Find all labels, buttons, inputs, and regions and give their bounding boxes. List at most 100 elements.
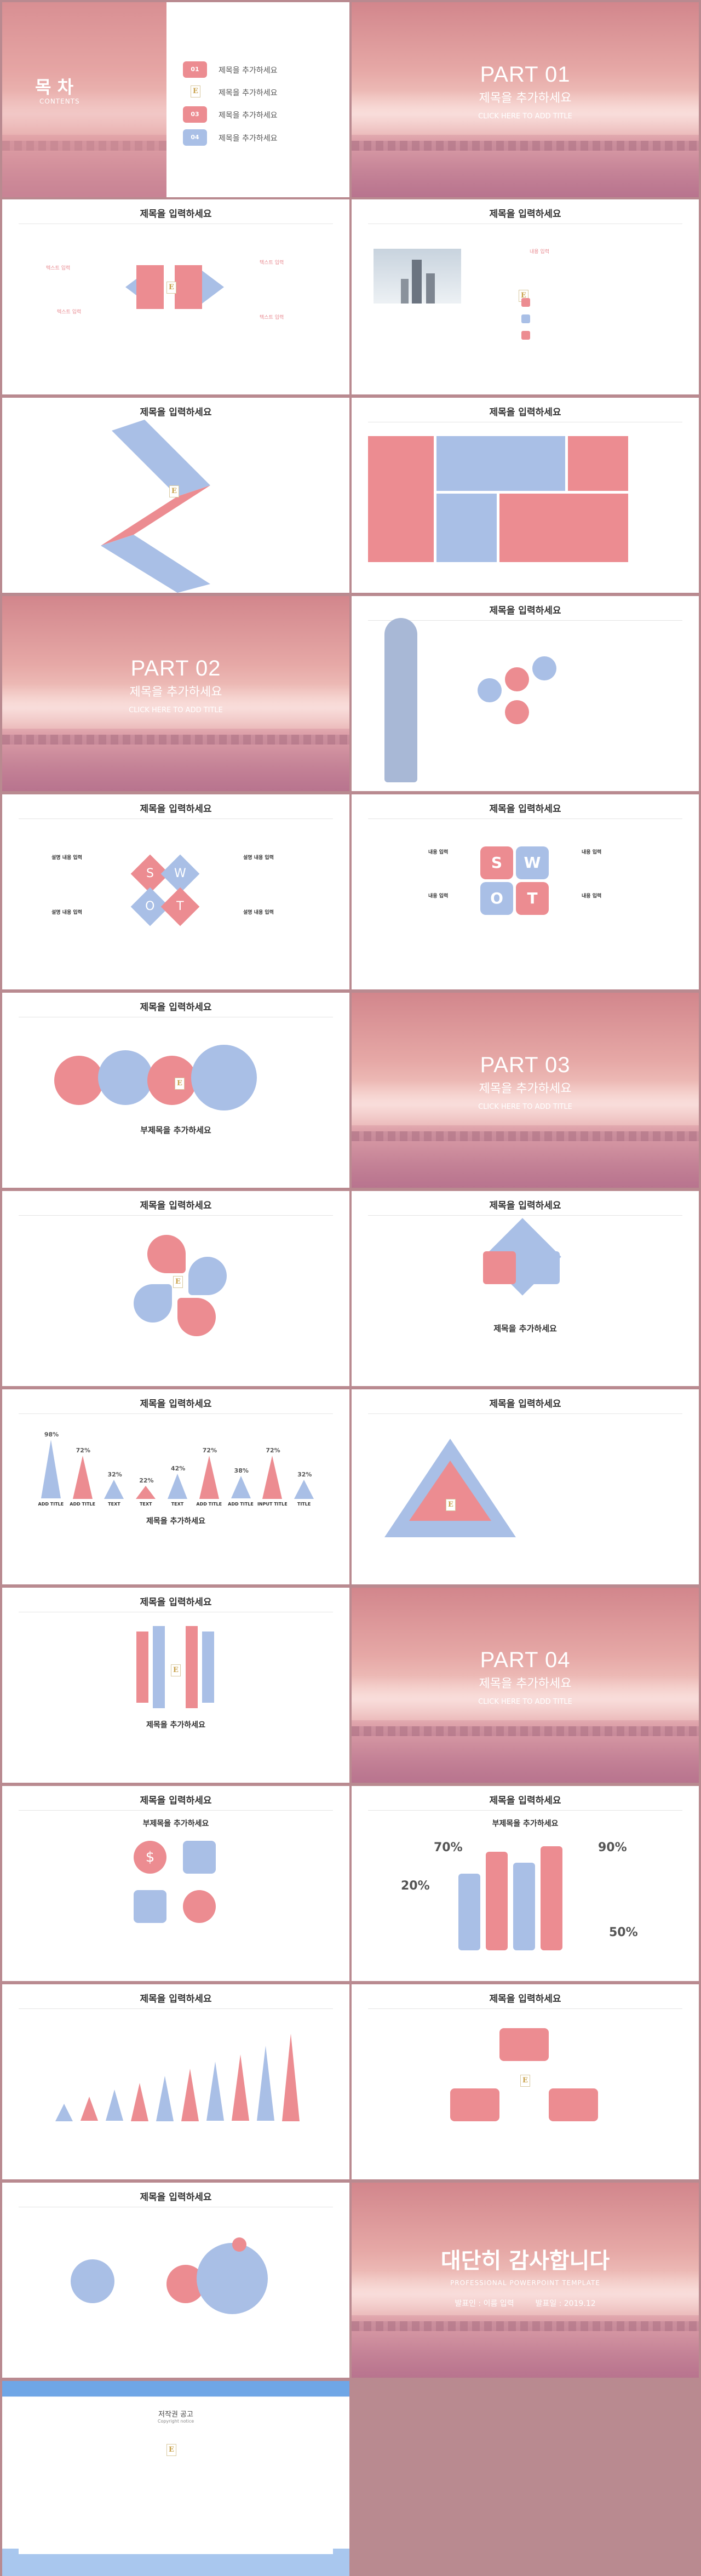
arrow-right (202, 271, 224, 304)
toc-subtitle: CONTENTS (39, 98, 80, 105)
slide-title: 제목을 입력하세요 (140, 1200, 212, 1211)
marker (521, 314, 530, 323)
slide-part-4: PART 04 제목을 추가하세요 CLICK HERE TO ADD TITL… (352, 1588, 699, 1783)
tile (527, 1251, 560, 1284)
logo-icon: E (169, 485, 179, 497)
cycle-box (499, 2028, 549, 2061)
slide-title: 제목을 입력하세요 (489, 1795, 561, 1806)
building (412, 260, 422, 309)
slide-triangle-chart: 제목을 입력하세요 (2, 1984, 349, 2179)
toc-title: 목 차 (35, 77, 74, 98)
part-block: PART 03 제목을 추가하세요 CLICK HERE TO ADD TITL… (352, 1053, 699, 1111)
spike-pct: 42% (171, 1464, 186, 1472)
triangle-bar (156, 2075, 174, 2121)
toc-label-2[interactable]: 제목을 추가하세요 (219, 89, 278, 98)
toc-left-panel (2, 2, 166, 197)
city-photo (374, 249, 461, 331)
label: 내용 입력 (582, 894, 602, 899)
slide-title: 제목을 입력하세요 (489, 407, 561, 418)
spike (136, 1485, 156, 1499)
spike-pct: 72% (76, 1446, 90, 1454)
slide-bubbles: 제목을 입력하세요 (2, 2183, 349, 2378)
part-sub: CLICK HERE TO ADD TITLE (478, 1103, 572, 1111)
slide-columns: 제목을 입력하세요 E 제목을 추가하세요 (2, 1588, 349, 1783)
hexagon (505, 667, 529, 691)
arrow-center-left (136, 265, 164, 309)
divider (368, 620, 682, 621)
marker (521, 331, 530, 340)
slide-social: 제목을 입력하세요 (352, 398, 699, 593)
divider (19, 818, 333, 819)
part-title: 제목을 추가하세요 (479, 1082, 572, 1096)
hexagon (532, 656, 556, 680)
divider (19, 1413, 333, 1414)
divider (368, 2008, 682, 2009)
slide-title: 제목을 입력하세요 (140, 1795, 212, 1806)
part-sub: CLICK HERE TO ADD TITLE (478, 112, 572, 121)
social-box (568, 436, 628, 491)
hexagon (478, 678, 502, 702)
spike-pct: 72% (266, 1446, 280, 1454)
spike-pct: 72% (202, 1446, 217, 1454)
toc-num-4[interactable]: 04 (183, 129, 207, 146)
logo-icon: E (175, 1078, 185, 1090)
toc-label-1[interactable]: 제목을 추가하세요 (219, 66, 278, 75)
sub-title: 부제목을 추가하세요 (140, 1125, 211, 1135)
bar (513, 1863, 535, 1950)
spike-label: TEXT (139, 1502, 152, 1507)
spike-label: ADD TITLE (196, 1502, 222, 1507)
document-icon (183, 1841, 216, 1874)
label: 내용 입력 (428, 894, 449, 899)
copyright-sub: Copyright notice (157, 2419, 194, 2424)
toc-num-3[interactable]: 03 (183, 106, 207, 123)
spike (262, 1455, 283, 1499)
toc-num-1[interactable]: 01 (183, 61, 207, 78)
slide-title: 제목을 입력하세요 (140, 804, 212, 815)
slide-title: 제목을 입력하세요 (489, 209, 561, 220)
slide-diamond: 제목을 입력하세요 제목을 추가하세요 (352, 1191, 699, 1386)
slide-cycle: 제목을 입력하세요 E (352, 1984, 699, 2179)
copyright-title: 저작권 공고 (158, 2411, 193, 2419)
circle (98, 1050, 153, 1105)
slide-title: 제목을 입력하세요 (489, 804, 561, 815)
label-text: 텍스트 입력 (260, 315, 284, 320)
slide-title: 제목을 입력하세요 (140, 1597, 212, 1608)
copyright-panel: 저작권 공고 Copyright notice E (19, 2397, 333, 2554)
circle (191, 1045, 257, 1110)
spike-pct: 98% (44, 1431, 59, 1439)
divider (368, 1413, 682, 1414)
slide-title: 제목을 입력하세요 (489, 1994, 561, 2005)
field (352, 135, 699, 197)
slide-part-3: PART 03 제목을 추가하세요 CLICK HERE TO ADD TITL… (352, 993, 699, 1188)
social-box (499, 494, 628, 562)
spike-label: ADD TITLE (70, 1502, 95, 1507)
petal-03 (177, 1298, 216, 1336)
column (202, 1632, 214, 1703)
part-sub: CLICK HERE TO ADD TITLE (478, 1698, 572, 1706)
slide-petals: 제목을 입력하세요 E (2, 1191, 349, 1386)
divider (368, 1810, 682, 1811)
thanks-date: 발표일 : 2019.12 (535, 2299, 596, 2308)
part-title: 제목을 추가하세요 (479, 1677, 572, 1691)
label: 설명 내용 입력 (51, 910, 82, 915)
toc-label-4[interactable]: 제목을 추가하세요 (219, 134, 278, 143)
divider (368, 818, 682, 819)
part-title: 제목을 추가하세요 (129, 685, 222, 699)
sub-title: 제목을 추가하세요 (146, 1721, 205, 1730)
haze (2, 684, 349, 733)
ribbon-segment (112, 420, 210, 496)
building (426, 273, 435, 309)
toc-label-3[interactable]: 제목을 추가하세요 (219, 111, 278, 120)
flag-icon (183, 1890, 216, 1923)
slide-icons: 제목을 입력하세요 부제목을 추가하세요 $ (2, 1786, 349, 1981)
slide-swot-2: 제목을 입력하세요 S W O T 내용 입력 내용 입력 내용 입력 내용 입… (352, 794, 699, 989)
circle (147, 1056, 197, 1105)
petal-02 (188, 1257, 227, 1295)
divider (19, 1215, 333, 1216)
ribbon-segment (101, 535, 210, 593)
slide-title: 제목을 입력하세요 (489, 1200, 561, 1211)
logo-icon: E (520, 2075, 530, 2087)
swot-s: S (480, 846, 513, 879)
slide-title: 제목을 입력하세요 (489, 1399, 561, 1410)
spike (231, 1476, 251, 1499)
